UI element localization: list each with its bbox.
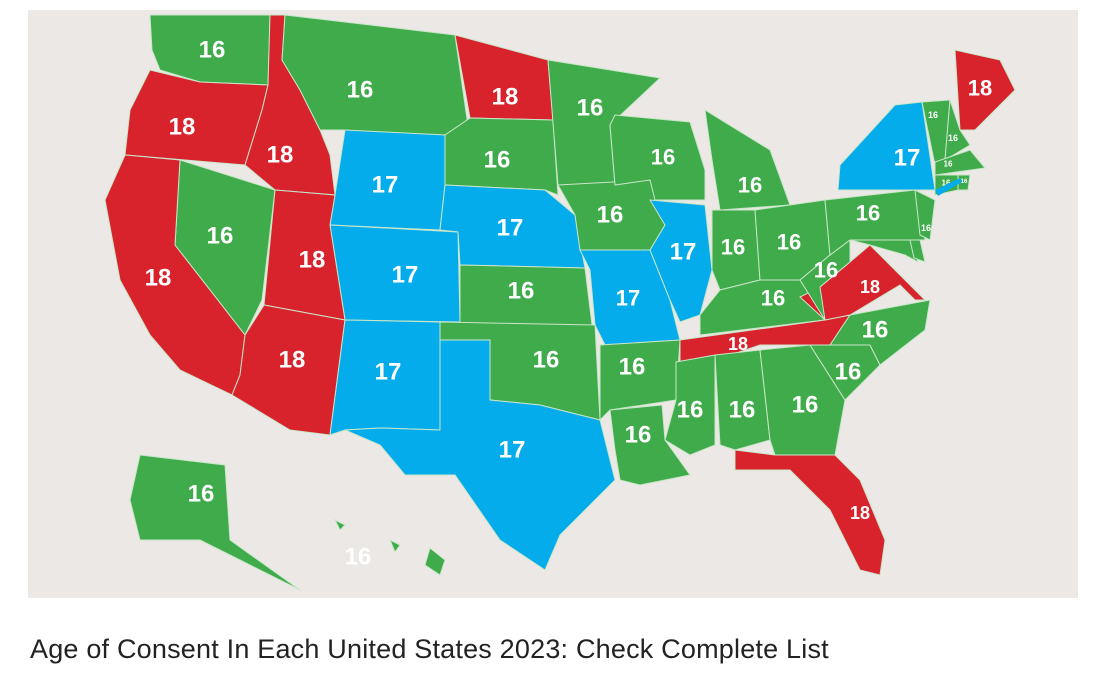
state-age-label: 16 bbox=[625, 422, 652, 449]
state-region bbox=[954, 49, 1016, 131]
state-age-label: 17 bbox=[894, 145, 921, 172]
state-region bbox=[344, 339, 616, 571]
state-age-label: 16 bbox=[777, 230, 801, 255]
state-age-label: 18 bbox=[267, 142, 294, 169]
state-age-label: 16 bbox=[207, 223, 234, 250]
state-age-label: 16 bbox=[944, 160, 953, 169]
state-region bbox=[263, 189, 346, 321]
state-age-label: 17 bbox=[497, 215, 524, 242]
state-region bbox=[424, 547, 446, 576]
state-age-label: 17 bbox=[375, 359, 402, 386]
state-region bbox=[944, 99, 971, 161]
state-age-label: 17 bbox=[499, 437, 526, 464]
state-age-label: 16 bbox=[347, 77, 374, 104]
state-age-label: 16 bbox=[928, 110, 938, 120]
state-age-label: 16 bbox=[651, 145, 675, 170]
state-region bbox=[734, 449, 886, 576]
state-age-label: 18 bbox=[728, 334, 748, 354]
long-island-shape bbox=[935, 178, 962, 196]
state-age-label: 16 bbox=[814, 258, 838, 283]
state-region bbox=[609, 404, 691, 486]
state-age-label: 16 bbox=[619, 354, 646, 381]
state-age-label: 17 bbox=[392, 262, 419, 289]
state-region bbox=[714, 349, 771, 451]
state-region bbox=[129, 454, 301, 591]
map-image: 16 18 18 16 18 16 17 17 17 16 16 18 18 18 17 16 17 16 16 17… bbox=[28, 10, 1078, 598]
state-region bbox=[333, 518, 346, 531]
state-age-label: 16 bbox=[199, 37, 226, 64]
state-age-label: 16 bbox=[738, 173, 762, 198]
state-age-label: 16 bbox=[729, 397, 756, 424]
state-region bbox=[909, 239, 926, 263]
state-age-label: 16 bbox=[948, 133, 958, 143]
state-age-label: 18 bbox=[968, 76, 992, 101]
state-age-label: 17 bbox=[372, 172, 399, 199]
state-region bbox=[704, 109, 791, 211]
state-age-label: 18 bbox=[299, 247, 326, 274]
state-age-label: 16 bbox=[761, 286, 785, 311]
state-region bbox=[599, 339, 681, 422]
state-age-label: 16 bbox=[508, 278, 535, 305]
state-age-label: 16 bbox=[677, 397, 704, 424]
state-region bbox=[124, 69, 269, 166]
us-age-of-consent-map: 16 18 18 16 18 16 17 17 17 16 16 18 18 18 17 16 17 16 16 17… bbox=[104, 14, 1016, 591]
state-age-label: 16 bbox=[942, 179, 951, 188]
state-region bbox=[281, 14, 471, 141]
state-age-label: 18 bbox=[860, 277, 880, 297]
state-age-label: 16 bbox=[533, 347, 560, 374]
state-region bbox=[934, 149, 986, 176]
state-age-label: 18 bbox=[492, 84, 519, 111]
state-region bbox=[837, 101, 936, 191]
state-age-label: 18 bbox=[850, 503, 870, 523]
state-age-label: 16 bbox=[188, 481, 215, 508]
state-age-label: 16 bbox=[792, 392, 819, 419]
state-region bbox=[649, 199, 713, 323]
state-age-label: 16 bbox=[597, 202, 624, 229]
state-age-label: 17 bbox=[616, 286, 640, 311]
state-age-label: 16 bbox=[721, 235, 745, 260]
caption: Age of Consent In Each United States 202… bbox=[30, 634, 829, 664]
state-age-label: 16 bbox=[835, 359, 862, 386]
state-region bbox=[957, 174, 971, 191]
state-age-label: 16 bbox=[856, 201, 880, 226]
state-age-label: 18 bbox=[169, 114, 196, 141]
state-age-label: 16 bbox=[345, 544, 372, 571]
state-region bbox=[914, 189, 936, 241]
state-age-label: 16 bbox=[862, 317, 889, 344]
state-age-label: 18 bbox=[279, 347, 306, 374]
state-age-label: 16 bbox=[961, 179, 968, 185]
state-age-label: 17 bbox=[670, 239, 697, 266]
state-region bbox=[849, 239, 919, 263]
state-age-label: 16 bbox=[921, 223, 931, 233]
state-age-label: 16 bbox=[577, 95, 604, 122]
state-age-label: 16 bbox=[484, 147, 511, 174]
state-region bbox=[389, 538, 401, 554]
state-age-label: 18 bbox=[145, 265, 172, 292]
